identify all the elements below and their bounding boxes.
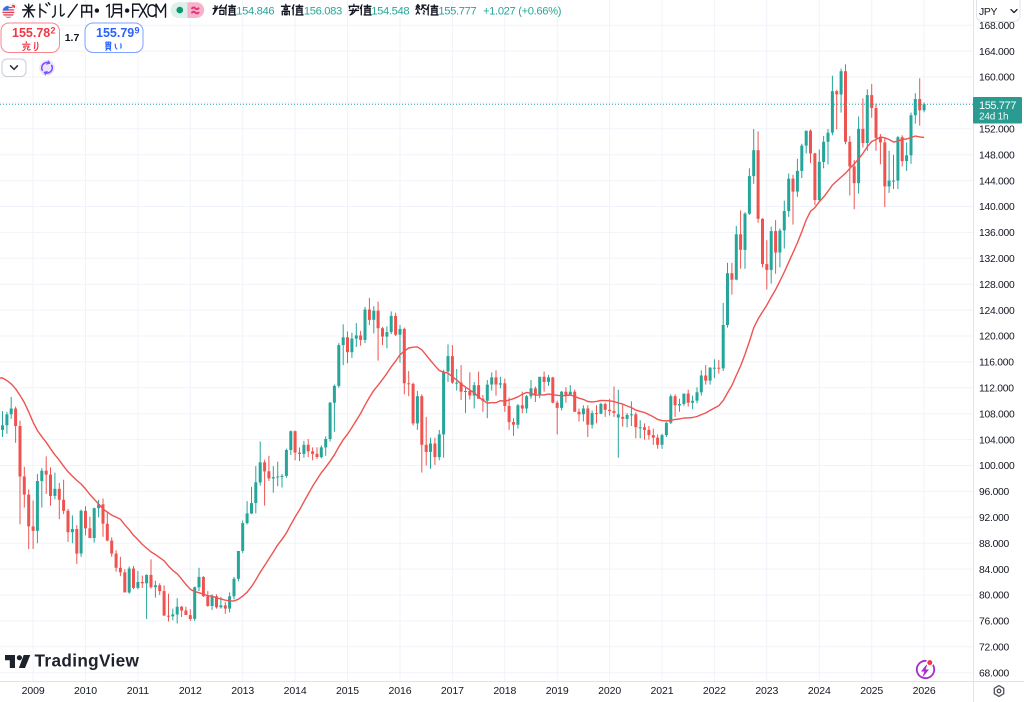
svg-text:76.000: 76.000: [979, 617, 1010, 628]
svg-text:2018: 2018: [493, 685, 516, 697]
svg-text:104.000: 104.000: [979, 435, 1015, 446]
svg-text:92.000: 92.000: [979, 513, 1010, 524]
svg-text:JPY: JPY: [979, 7, 998, 18]
svg-text:80.000: 80.000: [979, 591, 1010, 602]
svg-text:2014: 2014: [284, 685, 307, 697]
svg-text:2015: 2015: [336, 685, 359, 697]
svg-text:2020: 2020: [598, 685, 621, 697]
svg-text:156.083: 156.083: [304, 6, 342, 18]
svg-text:+1.027 (+0.66%): +1.027 (+0.66%): [483, 6, 562, 18]
svg-text:2016: 2016: [389, 685, 412, 697]
svg-text:144.000: 144.000: [979, 176, 1015, 187]
svg-text:155.79: 155.79: [96, 26, 134, 40]
svg-text:68.000: 68.000: [979, 668, 1010, 679]
svg-text:2: 2: [51, 26, 56, 36]
svg-text:108.000: 108.000: [979, 409, 1015, 420]
svg-text:9: 9: [135, 26, 140, 36]
svg-text:88.000: 88.000: [979, 539, 1010, 550]
svg-text:154.846: 154.846: [236, 6, 274, 18]
svg-text:2017: 2017: [441, 685, 464, 697]
svg-text:2023: 2023: [755, 685, 778, 697]
svg-text:2012: 2012: [179, 685, 202, 697]
svg-text:124.000: 124.000: [979, 306, 1015, 317]
svg-text:2026: 2026: [913, 685, 936, 697]
svg-text:155.777: 155.777: [438, 6, 476, 18]
svg-text:2011: 2011: [127, 685, 149, 697]
svg-text:148.000: 148.000: [979, 150, 1015, 161]
svg-text:112.000: 112.000: [979, 384, 1014, 395]
svg-text:2021: 2021: [651, 685, 674, 697]
svg-text:128.000: 128.000: [979, 280, 1015, 291]
svg-text:84.000: 84.000: [979, 565, 1010, 576]
svg-text:132.000: 132.000: [979, 254, 1015, 265]
svg-text:2024: 2024: [808, 685, 831, 697]
svg-text:1.7: 1.7: [65, 32, 80, 44]
svg-text:155.78: 155.78: [12, 26, 50, 40]
svg-text:2019: 2019: [546, 685, 569, 697]
svg-text:168.000: 168.000: [979, 21, 1015, 32]
svg-text:116.000: 116.000: [979, 358, 1014, 369]
svg-text:164.000: 164.000: [979, 47, 1015, 58]
svg-text:154.548: 154.548: [371, 6, 409, 18]
svg-text:72.000: 72.000: [979, 643, 1010, 654]
svg-text:2009: 2009: [22, 685, 45, 697]
svg-text:2013: 2013: [231, 685, 254, 697]
svg-text:120.000: 120.000: [979, 332, 1015, 343]
svg-text:2022: 2022: [703, 685, 726, 697]
svg-text:TradingView: TradingView: [35, 651, 140, 671]
svg-text:24d 1h: 24d 1h: [979, 112, 1008, 123]
svg-text:136.000: 136.000: [979, 228, 1015, 239]
svg-text:160.000: 160.000: [979, 73, 1015, 84]
svg-text:140.000: 140.000: [979, 202, 1015, 213]
svg-text:96.000: 96.000: [979, 487, 1010, 498]
svg-text:152.000: 152.000: [979, 125, 1015, 136]
svg-text:2010: 2010: [74, 685, 97, 697]
svg-text:2025: 2025: [860, 685, 883, 697]
svg-text:100.000: 100.000: [979, 461, 1015, 472]
svg-text:155.777: 155.777: [979, 100, 1016, 112]
